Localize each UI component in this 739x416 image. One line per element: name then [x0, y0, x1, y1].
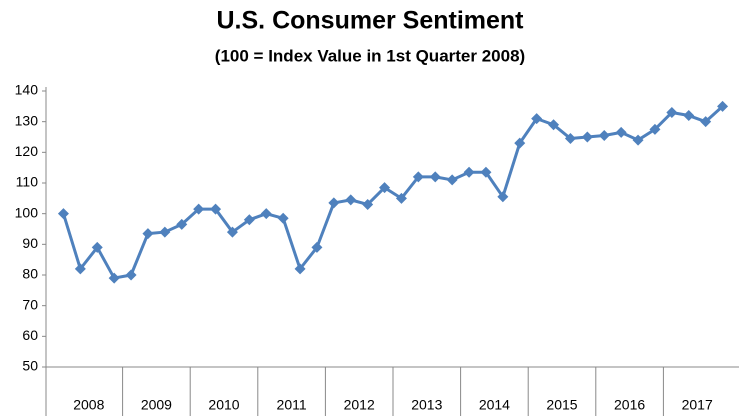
marker: [328, 197, 340, 209]
y-tick-label: 50: [22, 358, 38, 374]
x-group-label: 2014: [479, 397, 510, 413]
x-group-label: 2009: [141, 397, 172, 413]
y-tick-label: 70: [22, 296, 38, 312]
marker: [311, 241, 323, 253]
marker: [277, 212, 289, 224]
y-tick-label: 120: [15, 143, 39, 159]
marker: [649, 123, 661, 135]
marker: [598, 129, 610, 141]
marker: [446, 174, 458, 186]
marker: [700, 116, 712, 128]
x-group-label: 2017: [682, 397, 713, 413]
marker: [666, 106, 678, 118]
x-group-label: 2010: [208, 397, 239, 413]
y-tick-label: 140: [15, 82, 39, 98]
y-tick-label: 90: [22, 235, 38, 251]
marker: [57, 208, 69, 220]
marker: [226, 226, 238, 238]
marker: [243, 214, 255, 226]
marker: [548, 119, 560, 131]
marker: [210, 203, 222, 215]
x-group-label: 2011: [277, 397, 307, 413]
marker: [362, 198, 374, 210]
x-group-label: 2008: [73, 397, 104, 413]
x-group-label: 2012: [344, 397, 375, 413]
marker: [480, 166, 492, 178]
x-group-label: 2015: [546, 397, 577, 413]
marker: [717, 100, 729, 112]
chart-title: U.S. Consumer Sentiment: [217, 7, 525, 35]
marker: [74, 263, 86, 275]
marker: [193, 203, 205, 215]
marker: [497, 191, 509, 203]
marker: [260, 208, 272, 220]
marker: [142, 228, 154, 240]
y-tick-label: 130: [15, 112, 39, 128]
x-group-label: 2013: [411, 397, 442, 413]
marker: [345, 194, 357, 206]
marker: [379, 182, 391, 194]
marker: [514, 137, 526, 149]
marker: [463, 166, 475, 178]
marker: [395, 192, 407, 204]
marker: [683, 110, 695, 122]
marker: [429, 171, 441, 183]
marker: [531, 113, 543, 125]
marker: [91, 241, 103, 253]
line: [62, 105, 724, 280]
marker: [615, 126, 627, 138]
marker: [125, 269, 137, 281]
y-tick-label: 80: [22, 266, 38, 282]
marker: [159, 226, 171, 238]
marker: [632, 134, 644, 146]
marker: [564, 133, 576, 145]
y-tick-label: 110: [16, 174, 39, 190]
x-group-label: 2016: [614, 397, 645, 413]
y-tick-label: 60: [22, 327, 38, 343]
y-tick-label: 100: [15, 204, 39, 220]
marker: [581, 131, 593, 143]
chart-subtitle: (100 = Index Value in 1st Quarter 2008): [215, 46, 525, 65]
marker: [412, 171, 424, 183]
marker: [176, 218, 188, 230]
marker: [294, 263, 306, 275]
marker: [108, 272, 120, 284]
